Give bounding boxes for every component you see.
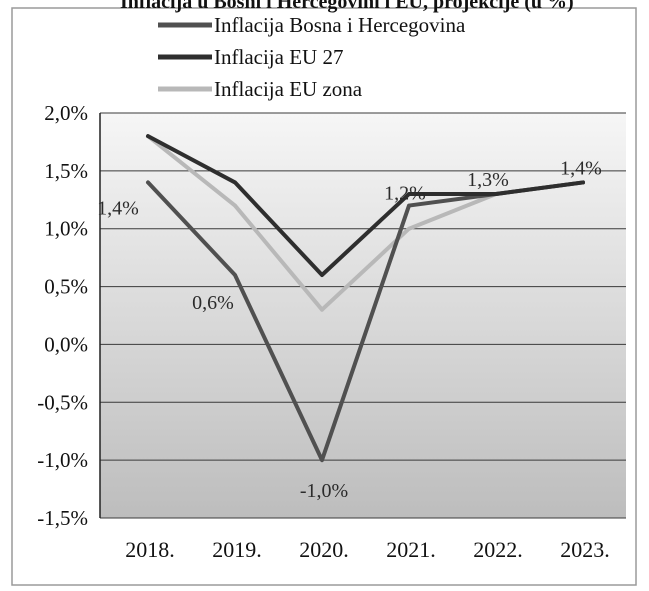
y-tick-label: 2,0% <box>44 101 88 125</box>
data-point <box>146 134 150 138</box>
x-tick-labels: 2018. 2019. 2020. 2021. 2022. 2023. <box>125 537 610 562</box>
y-tick-labels: 2,0% 1,5% 1,0% 0,5% 0,0% -0,5% -1,0% -1,5% <box>37 101 88 530</box>
data-point <box>407 203 411 208</box>
series-line-1 <box>146 134 585 277</box>
gridlines <box>100 112 626 519</box>
x-tick-label: 2023. <box>560 537 610 562</box>
y-tick-label: 0,5% <box>44 275 88 299</box>
data-labels: 1,4% 0,6% -1,0% 1,2% 1,3% 1,4% <box>97 157 602 502</box>
data-label: -1,0% <box>300 480 348 502</box>
y-tick-label: -1,0% <box>37 448 88 472</box>
data-label: 0,6% <box>192 292 234 314</box>
x-tick-label: 2019. <box>212 537 262 562</box>
legend: Inflacija Bosna i Hercegovina Inflacija … <box>158 13 466 101</box>
data-point <box>320 273 324 277</box>
data-point <box>581 180 585 185</box>
x-tick-label: 2022. <box>473 537 523 562</box>
data-point <box>233 180 237 185</box>
x-tick-label: 2020. <box>299 537 349 562</box>
legend-label-eu27: Inflacija EU 27 <box>214 45 343 69</box>
data-point <box>146 180 150 185</box>
y-tick-label: 1,0% <box>44 217 88 241</box>
data-label: 1,4% <box>97 197 139 219</box>
data-point <box>407 226 411 231</box>
data-label: 1,3% <box>467 169 509 191</box>
data-point <box>407 192 411 196</box>
x-tick-label: 2021. <box>386 537 436 562</box>
x-tick-label: 2018. <box>125 537 175 562</box>
y-tick-label: -1,5% <box>37 506 88 530</box>
y-tick-label: 0,0% <box>44 332 88 356</box>
data-label: 1,2% <box>384 183 426 205</box>
series-lines <box>146 134 585 463</box>
data-point <box>320 458 324 462</box>
data-point <box>233 273 237 277</box>
legend-label-euzona: Inflacija EU zona <box>214 77 363 101</box>
data-point <box>494 192 498 196</box>
data-point <box>233 203 237 208</box>
chart-title: Inflacija u Bosni i Hercegovini i EU, pr… <box>120 0 574 13</box>
legend-label-bih: Inflacija Bosna i Hercegovina <box>214 13 466 37</box>
data-label: 1,4% <box>560 157 602 179</box>
plot-area <box>100 113 626 518</box>
chart-frame <box>11 7 637 586</box>
y-tick-label: 1,5% <box>44 159 88 183</box>
data-point <box>320 307 324 312</box>
y-tick-label: -0,5% <box>37 390 88 414</box>
